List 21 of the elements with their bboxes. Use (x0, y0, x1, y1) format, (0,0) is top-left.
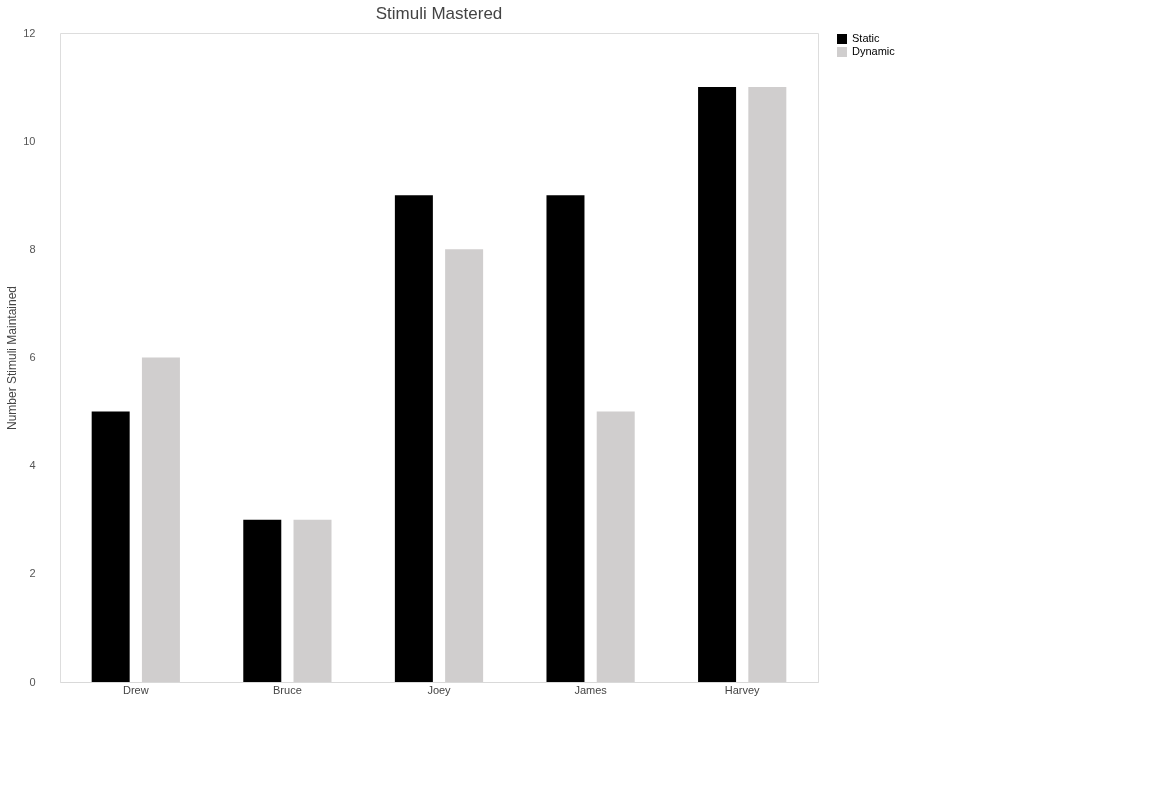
bar (243, 519, 282, 682)
y-tick-label: 10 (23, 134, 36, 147)
x-tick-label: James (574, 683, 608, 696)
bar (698, 87, 737, 682)
x-tick-label: Joey (427, 683, 452, 696)
bar (394, 195, 433, 682)
y-tick-label: 4 (29, 459, 36, 472)
legend-label: Dynamic (852, 45, 896, 57)
y-tick-label: 0 (29, 675, 36, 688)
y-tick-label: 12 (23, 26, 36, 39)
x-tick-label: Harvey (724, 683, 761, 696)
y-tick-label: 8 (29, 242, 36, 255)
bar (546, 195, 585, 682)
y-axis-title: Number Stimuli Maintained (5, 285, 20, 431)
y-tick-label: 2 (29, 567, 36, 580)
bar (91, 411, 130, 682)
y-tick-label: 6 (29, 351, 36, 363)
x-tick-label: Drew (122, 683, 149, 696)
legend-label: Static (852, 32, 881, 44)
x-tick-label: Bruce (273, 683, 302, 696)
chart-title: Stimuli Mastered (375, 4, 503, 23)
